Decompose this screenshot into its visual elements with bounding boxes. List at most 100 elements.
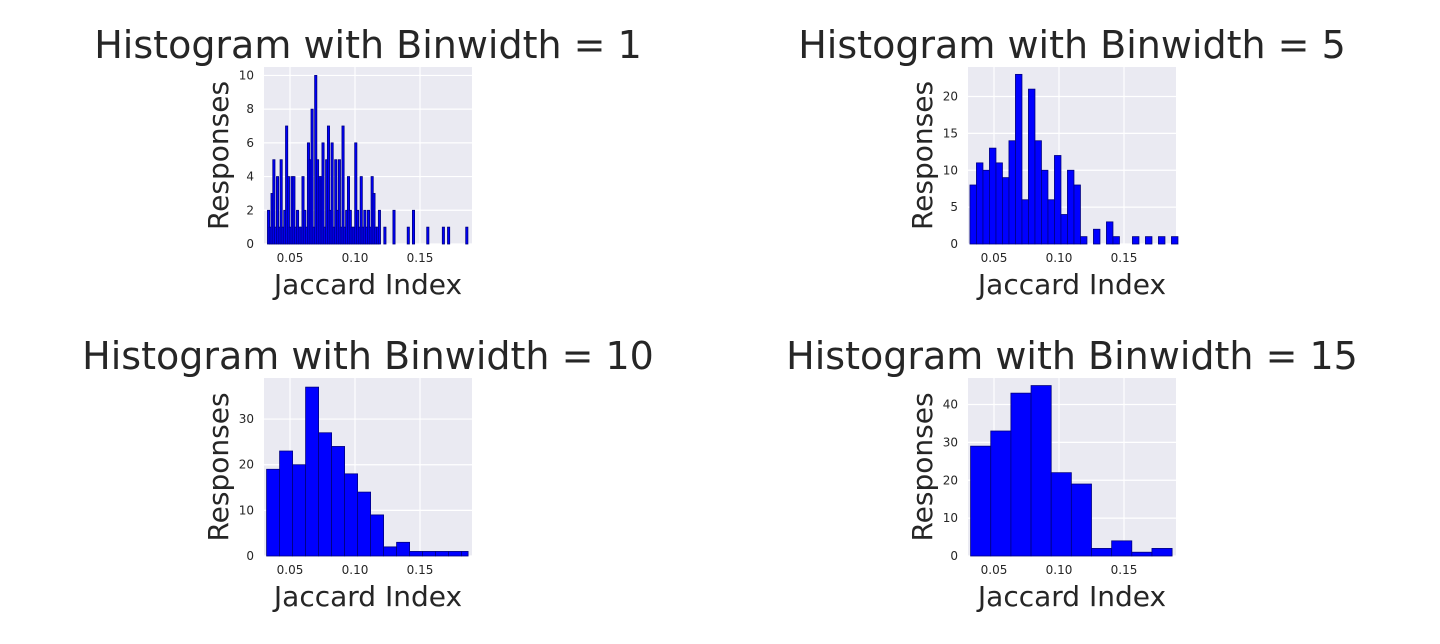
histogram-bar — [392, 209, 396, 245]
histogram-bar — [461, 551, 469, 557]
histogram-bar — [1030, 385, 1052, 557]
chart-title: Histogram with Binwidth = 1 — [94, 23, 642, 67]
histogram-bar — [1171, 236, 1179, 245]
histogram-bar — [1041, 169, 1049, 245]
x-tick-label: 0.15 — [407, 251, 434, 265]
x-tick-label: 0.05 — [981, 251, 1008, 265]
y-tick-label: 40 — [943, 398, 958, 412]
chart-title: Histogram with Binwidth = 10 — [82, 334, 654, 378]
y-tick-label: 10 — [239, 503, 254, 517]
histogram-panel-4: 0.05 0.10 0.15 0 10 20 30 40 Histogram with Binw… — [786, 334, 1358, 613]
y-tick-label: 30 — [943, 435, 958, 449]
y-tick-label: 4 — [246, 170, 254, 184]
histogram-bar — [1002, 177, 1010, 245]
x-axis-label: Jaccard Index — [272, 268, 462, 301]
histogram-bar — [286, 176, 290, 245]
histogram-bar — [359, 176, 363, 245]
histogram-bar — [377, 209, 381, 245]
histogram-bar — [1112, 236, 1120, 245]
histogram-bar — [1010, 392, 1032, 557]
x-tick-label: 0.05 — [277, 563, 304, 577]
x-tick-label: 0.10 — [342, 251, 369, 265]
histogram-bar — [337, 159, 341, 245]
y-tick-label: 2 — [246, 203, 254, 217]
histogram-bar — [1111, 540, 1133, 557]
y-tick-label: 10 — [943, 163, 958, 177]
histogram-bar — [310, 108, 314, 245]
y-tick-label: 0 — [950, 549, 958, 563]
histogram-bar — [318, 432, 333, 557]
histogram-bar — [1131, 551, 1153, 557]
histogram-bar — [441, 226, 445, 245]
histogram-bar — [383, 226, 387, 245]
histogram-bar — [1151, 548, 1173, 557]
histogram-bar — [292, 176, 296, 245]
histogram-bar — [276, 176, 280, 245]
y-tick-label: 20 — [943, 473, 958, 487]
histogram-bar — [305, 386, 320, 557]
histogram-bar — [1067, 169, 1075, 245]
y-tick-label: 6 — [246, 136, 254, 150]
histogram-bar — [1028, 88, 1036, 245]
x-axis-label: Jaccard Index — [976, 268, 1166, 301]
y-tick-label: 10 — [943, 511, 958, 525]
histogram-bar — [995, 162, 1003, 245]
histogram-bar — [426, 226, 430, 245]
x-tick-label: 0.15 — [407, 563, 434, 577]
y-tick-label: 30 — [239, 412, 254, 426]
y-axis-label: Responses — [906, 392, 939, 541]
y-axis-label: Responses — [906, 81, 939, 230]
histogram-bar — [383, 546, 398, 557]
histogram-bar — [982, 169, 990, 245]
histogram-bar — [1091, 548, 1113, 557]
y-tick-label: 8 — [246, 102, 254, 116]
x-tick-label: 0.15 — [1111, 251, 1138, 265]
histogram-bar — [411, 209, 415, 245]
y-tick-label: 0 — [950, 237, 958, 251]
histogram-bar — [1060, 214, 1068, 245]
histogram-bar — [1008, 140, 1016, 245]
y-tick-label: 20 — [943, 90, 958, 104]
histogram-bar — [334, 159, 338, 245]
y-tick-label: 10 — [239, 68, 254, 82]
x-tick-label: 0.05 — [981, 563, 1008, 577]
histogram-bar — [406, 226, 410, 245]
histogram-bar — [330, 142, 334, 245]
histogram-bar — [279, 159, 283, 245]
y-tick-label: 5 — [950, 200, 958, 214]
histogram-bar — [465, 226, 469, 245]
histogram-bar — [435, 551, 450, 557]
histogram-bar — [272, 159, 276, 245]
histogram-bar — [370, 514, 385, 557]
histogram-bar — [1106, 221, 1114, 245]
histogram-bar — [1073, 184, 1081, 245]
histogram-bar — [1158, 236, 1166, 245]
chart-title: Histogram with Binwidth = 5 — [798, 23, 1346, 67]
histogram-bar — [326, 125, 330, 245]
histogram-bar — [354, 142, 358, 245]
histogram-bar — [970, 445, 992, 557]
y-tick-label: 0 — [246, 549, 254, 563]
histogram-bar — [422, 551, 437, 557]
histogram-bar — [1050, 472, 1072, 557]
histogram-panel-3: 0.05 0.10 0.15 0 10 20 30 Histogram with Binwid… — [82, 334, 654, 613]
histogram-bar — [969, 184, 977, 245]
histogram-bar — [344, 473, 359, 557]
histogram-bar — [357, 491, 372, 557]
histogram-bar — [1021, 199, 1029, 245]
histogram-bar — [1034, 140, 1042, 245]
x-tick-label: 0.05 — [277, 251, 304, 265]
histogram-bar — [989, 147, 997, 245]
x-axis-label: Jaccard Index — [976, 580, 1166, 613]
x-tick-label: 0.10 — [1046, 251, 1073, 265]
histogram-bar — [1015, 73, 1023, 245]
x-tick-label: 0.10 — [1046, 563, 1073, 577]
histogram-bar — [292, 464, 307, 557]
histogram-bar — [976, 162, 984, 245]
histogram-bar — [372, 193, 376, 245]
histogram-panel-2: 0.05 0.10 0.15 0 5 10 15 20 Histogram with Binwi… — [798, 23, 1346, 301]
histogram-bar — [1054, 155, 1062, 245]
histogram-bar — [1047, 199, 1055, 245]
